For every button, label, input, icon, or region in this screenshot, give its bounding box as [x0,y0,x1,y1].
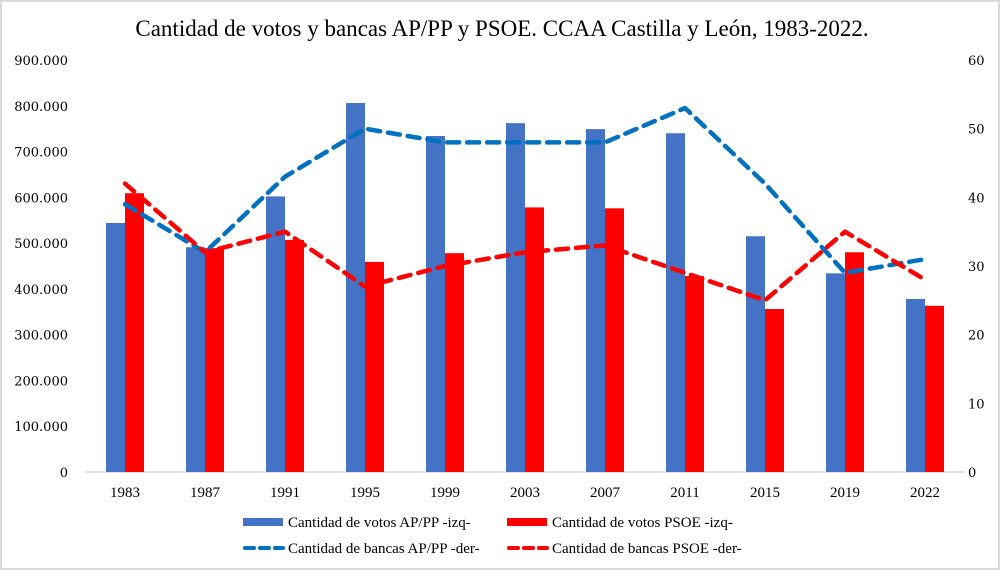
y-tick-label: 0 [60,466,68,481]
x-axis: 1983 1987 1991 1995 1999 2003 2007 2011 2015 2019… [110,485,940,501]
bar-psoe-votes [365,261,384,472]
y-tick-label: 300.000 [14,329,68,344]
x-tick-label: 2011 [670,485,699,501]
y-tick-label: 500.000 [14,237,68,252]
bar-psoe-votes [445,253,464,472]
bars [106,103,944,473]
legend-label: Cantidad de votos AP/PP -izq- [288,515,471,531]
x-tick-label: 2015 [750,485,780,501]
x-tick-label: 1987 [190,485,221,501]
x-tick-label: 1991 [270,485,300,501]
bar-psoe-votes [685,276,704,472]
x-tick-label: 2019 [830,485,860,501]
y2-tick-label: 10 [968,397,985,412]
y-tick-label: 200.000 [14,374,68,389]
bar-ap-pp-votes [826,273,845,472]
x-tick-label: 2022 [910,485,940,501]
x-tick-label: 2003 [510,485,540,501]
x-tick-label: 1995 [350,485,380,501]
bar-ap-pp-votes [186,247,205,472]
y2-tick-label: 0 [968,466,976,481]
y2-tick-label: 20 [968,329,985,344]
y2-tick-label: 50 [968,123,985,138]
legend-item: Cantidad de bancas PSOE -der- [507,541,742,557]
y-tick-label: 700.000 [14,146,68,161]
bar-psoe-votes [285,239,304,472]
lines [122,105,928,303]
bar-psoe-votes [765,309,784,472]
legend-label: Cantidad de bancas PSOE -der- [552,541,742,557]
legend-label: Cantidad de bancas AP/PP -der- [288,541,480,557]
bar-ap-pp-votes [586,129,605,472]
legend-item: Cantidad de votos AP/PP -izq- [243,515,471,531]
y-tick-label: 600.000 [14,191,68,206]
bar-ap-pp-votes [506,123,525,472]
legend-item: Cantidad de bancas AP/PP -der- [243,541,480,557]
y-tick-label: 100.000 [14,420,68,435]
bar-psoe-votes [205,248,224,472]
bar-ap-pp-votes [346,103,365,472]
y-tick-label: 900.000 [14,54,68,69]
bar-ap-pp-votes [746,236,765,472]
legend: Cantidad de votos AP/PP -izq- Cantidad de… [243,515,742,557]
y2-tick-label: 30 [968,260,985,275]
x-tick-label: 1983 [110,485,140,501]
bar-psoe-votes [525,207,544,472]
bar-psoe-votes [925,305,944,472]
bar-ap-pp-votes [426,135,445,473]
bar-ap-pp-votes [106,222,125,472]
bar-ap-pp-votes [906,298,925,472]
chart-title: Cantidad de votos y bancas AP/PP y PSOE.… [135,16,868,41]
line-psoe-seats [122,181,928,303]
bar-psoe-votes [125,193,144,473]
bar-psoe-votes [845,252,864,472]
legend-label: Cantidad de votos PSOE -izq- [552,515,733,531]
legend-item: Cantidad de votos PSOE -izq- [507,515,733,531]
bar-ap-pp-votes [666,133,685,472]
line-ap-pp-seats [122,105,928,276]
x-tick-label: 2007 [590,485,621,501]
legend-swatch [243,518,283,526]
bar-ap-pp-votes [266,196,285,472]
y-tick-label: 800.000 [14,100,68,115]
y2-tick-label: 60 [968,54,985,69]
y-axis-left: 0 100.000 200.000 300.000 400.000 500.000 600.… [14,54,68,481]
legend-swatch [507,518,547,526]
x-tick-label: 1999 [430,485,460,501]
y-tick-label: 400.000 [14,283,68,298]
y-axis-right: 0 10 20 30 40 50 60 [968,54,985,481]
bar-psoe-votes [605,208,624,472]
y2-tick-label: 40 [968,191,985,206]
